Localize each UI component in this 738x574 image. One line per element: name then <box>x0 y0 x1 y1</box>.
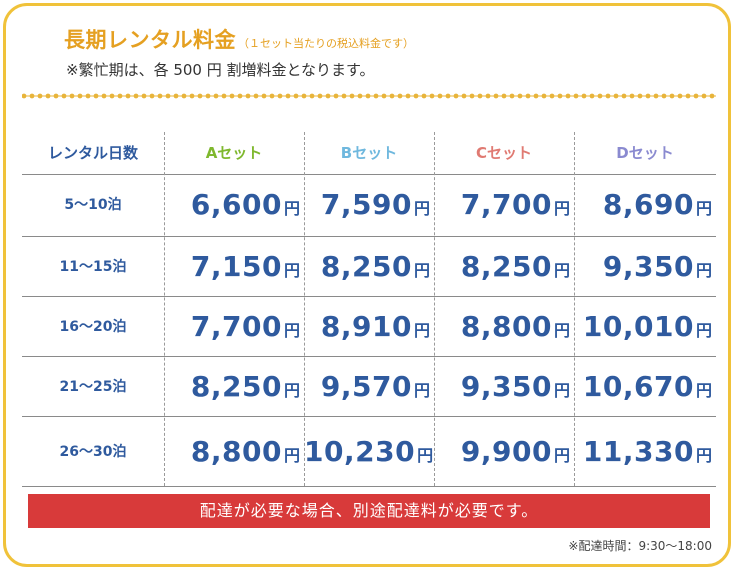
column-divider <box>574 132 575 486</box>
price-value: 9,350 <box>460 370 552 403</box>
price-cell: 8,250 円 <box>164 357 300 417</box>
price-value: 9,900 <box>460 435 552 468</box>
header-set-2: Cセット <box>475 144 532 162</box>
price-currency: 円 <box>413 261 430 280</box>
price-cell: 9,900 円 <box>434 417 570 487</box>
price-cell: 7,700 円 <box>434 175 570 235</box>
price-currency: 円 <box>413 199 430 218</box>
table-row: 11～15泊 7,150 円 8,250 円 8,250 円 9,350 円 <box>22 237 716 297</box>
row-divider <box>22 296 716 297</box>
row-nights-label: 16～20泊 <box>59 319 127 335</box>
price-currency: 円 <box>283 199 300 218</box>
delivery-hours-note: ※配達時間：9:30～18:00 <box>568 539 712 553</box>
price-value: 10,670 <box>582 370 694 403</box>
dotted-divider <box>22 93 716 99</box>
price-cell: 6,600 円 <box>164 175 300 235</box>
table-row: 5～10泊 6,600 円 7,590 円 7,700 円 8,690 円 <box>22 175 716 235</box>
header-set-0: Aセット <box>205 144 263 162</box>
price-value: 8,250 <box>190 370 282 403</box>
price-cell: 10,670 円 <box>574 357 712 417</box>
delivery-banner: 配達が必要な場合、別途配達料が必要です。 <box>28 494 710 528</box>
price-currency: 円 <box>553 381 570 400</box>
price-currency: 円 <box>283 321 300 340</box>
price-cell: 8,250 円 <box>434 237 570 297</box>
price-currency: 円 <box>553 321 570 340</box>
price-value: 8,800 <box>460 310 552 343</box>
row-divider <box>22 416 716 417</box>
title-subtitle: （１セット当たりの税込料金です） <box>238 37 414 50</box>
price-value: 7,590 <box>320 188 412 221</box>
row-nights-label: 5～10泊 <box>64 197 122 213</box>
price-currency: 円 <box>283 261 300 280</box>
price-currency: 円 <box>695 261 712 280</box>
price-value: 8,250 <box>320 250 412 283</box>
price-cell: 8,800 円 <box>434 297 570 357</box>
price-currency: 円 <box>553 261 570 280</box>
price-value: 10,230 <box>304 435 416 468</box>
price-value: 7,150 <box>190 250 282 283</box>
table-row: 21～25泊 8,250 円 9,570 円 9,350 円 10,670 円 <box>22 357 716 417</box>
header-set-1: Bセット <box>340 144 398 162</box>
price-value: 8,250 <box>460 250 552 283</box>
row-nights-label: 21～25泊 <box>59 379 127 395</box>
price-currency: 円 <box>695 381 712 400</box>
column-divider <box>434 132 435 486</box>
price-cell: 8,800 円 <box>164 417 300 487</box>
header-set-3: Dセット <box>616 144 674 162</box>
row-divider <box>22 174 716 175</box>
price-cell: 8,910 円 <box>304 297 430 357</box>
price-currency: 円 <box>413 381 430 400</box>
column-divider <box>164 132 165 486</box>
price-value: 6,600 <box>190 188 282 221</box>
column-divider <box>304 132 305 486</box>
page-title: 長期レンタル料金 （１セット当たりの税込料金です） <box>64 24 414 54</box>
title-main: 長期レンタル料金 <box>64 28 236 52</box>
table-row: 16～20泊 7,700 円 8,910 円 8,800 円 10,010 円 <box>22 297 716 357</box>
price-value: 7,700 <box>460 188 552 221</box>
price-cell: 10,010 円 <box>574 297 712 357</box>
price-value: 8,800 <box>190 435 282 468</box>
price-value: 9,350 <box>602 250 694 283</box>
price-cell: 8,690 円 <box>574 175 712 235</box>
price-currency: 円 <box>695 199 712 218</box>
price-currency: 円 <box>283 446 300 465</box>
price-cell: 9,350 円 <box>574 237 712 297</box>
row-nights-label: 11～15泊 <box>59 259 127 275</box>
price-currency: 円 <box>695 446 712 465</box>
price-currency: 円 <box>413 321 430 340</box>
table-row: 26～30泊 8,800 円 10,230 円 9,900 円 11,330 円 <box>22 417 716 487</box>
row-nights-label: 26～30泊 <box>59 444 127 460</box>
price-currency: 円 <box>553 199 570 218</box>
price-currency: 円 <box>553 446 570 465</box>
peak-season-note: ※繁忙期は、各 500 円 割増料金となります。 <box>66 61 375 79</box>
price-value: 7,700 <box>190 310 282 343</box>
price-cell: 7,590 円 <box>304 175 430 235</box>
header-nights: レンタル日数 <box>47 144 138 162</box>
card-frame <box>3 3 731 567</box>
price-cell: 9,570 円 <box>304 357 430 417</box>
price-value: 11,330 <box>582 435 694 468</box>
price-cell: 7,700 円 <box>164 297 300 357</box>
price-value: 9,570 <box>320 370 412 403</box>
price-cell: 7,150 円 <box>164 237 300 297</box>
table-header: レンタル日数 Aセット Bセット Cセット Dセット <box>22 132 716 174</box>
price-cell: 10,230 円 <box>304 417 434 487</box>
row-divider <box>22 236 716 237</box>
price-value: 8,910 <box>320 310 412 343</box>
row-divider <box>22 486 716 487</box>
price-cell: 9,350 円 <box>434 357 570 417</box>
price-value: 10,010 <box>582 310 694 343</box>
price-value: 8,690 <box>602 188 694 221</box>
price-currency: 円 <box>417 446 434 465</box>
row-divider <box>22 356 716 357</box>
price-currency: 円 <box>695 321 712 340</box>
price-cell: 11,330 円 <box>574 417 712 487</box>
price-currency: 円 <box>283 381 300 400</box>
price-cell: 8,250 円 <box>304 237 430 297</box>
